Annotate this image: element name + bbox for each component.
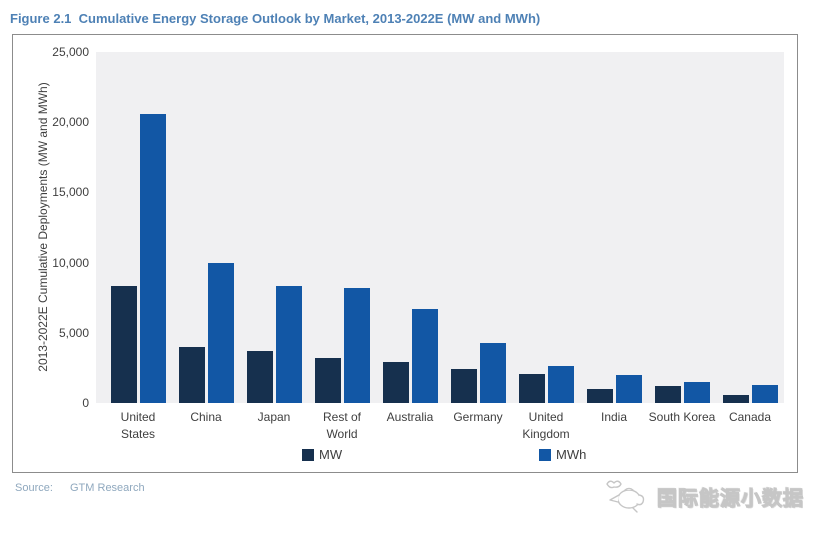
bar-mwh-japan: [275, 286, 302, 403]
legend-label: MW: [319, 447, 343, 462]
x-axis-label: United States: [120, 410, 156, 442]
legend-entry-mw: MW: [302, 447, 342, 462]
bar-mw-rest-of-world: [314, 358, 341, 403]
x-axis-label: Australia: [386, 410, 434, 424]
source-value: GTM Research: [70, 482, 145, 494]
legend-label: MWh: [556, 447, 587, 462]
watermark-text: 国际能源小数据: [657, 487, 804, 510]
chart-frame: 2013-2022E Cumulative Deployments (MW an…: [12, 34, 798, 473]
y-tick-label: 10,000: [52, 255, 89, 270]
bar-mw-japan: [246, 351, 273, 403]
bar-mw-australia: [382, 362, 409, 403]
bar-mw-china: [178, 347, 205, 403]
figure-title: Figure 2.1 Cumulative Energy Storage Out…: [10, 11, 541, 26]
bar-mw-united-kingdom: [518, 374, 545, 403]
x-axis-label: United Kingdom: [522, 410, 570, 442]
legend-swatch-mwh: [539, 448, 551, 461]
bar-mwh-canada: [751, 385, 778, 403]
bar-mwh-rest-of-world: [343, 288, 370, 403]
bar-mwh-germany: [479, 343, 506, 403]
bar-mw-canada: [722, 395, 749, 403]
bar-mw-india: [586, 389, 613, 403]
plot-area: [96, 52, 784, 403]
legend-entry-mwh: MWh: [539, 447, 586, 462]
bar-mwh-australia: [411, 309, 438, 403]
bar-mwh-united-states: [139, 114, 166, 403]
x-axis-label: China: [190, 410, 222, 424]
y-tick-label: 15,000: [52, 185, 89, 200]
x-axis-label: Germany: [453, 410, 503, 424]
bar-mwh-united-kingdom: [547, 366, 574, 403]
bar-mw-south-korea: [654, 386, 681, 403]
source-label: Source:: [15, 482, 53, 494]
x-axis-label: Japan: [257, 410, 291, 424]
bar-mwh-china: [207, 263, 234, 403]
bar-mwh-india: [615, 375, 642, 403]
bar-mwh-south-korea: [683, 382, 710, 403]
watermark: 国际能源小数据: [603, 476, 804, 516]
legend-swatch-mw: [302, 448, 314, 461]
y-tick-label: 0: [82, 396, 89, 410]
x-axis-label: India: [600, 410, 628, 424]
bar-mw-germany: [450, 369, 477, 403]
x-axis-label: Canada: [728, 410, 772, 424]
y-tick-label: 20,000: [52, 115, 89, 130]
x-axis-label: South Korea: [648, 410, 716, 424]
x-axis-label: Rest of World: [322, 410, 361, 442]
y-tick-label: 25,000: [52, 45, 89, 59]
bar-mw-united-states: [110, 286, 137, 403]
teapot-icon: [606, 480, 645, 513]
y-tick-label: 5,000: [58, 325, 89, 340]
